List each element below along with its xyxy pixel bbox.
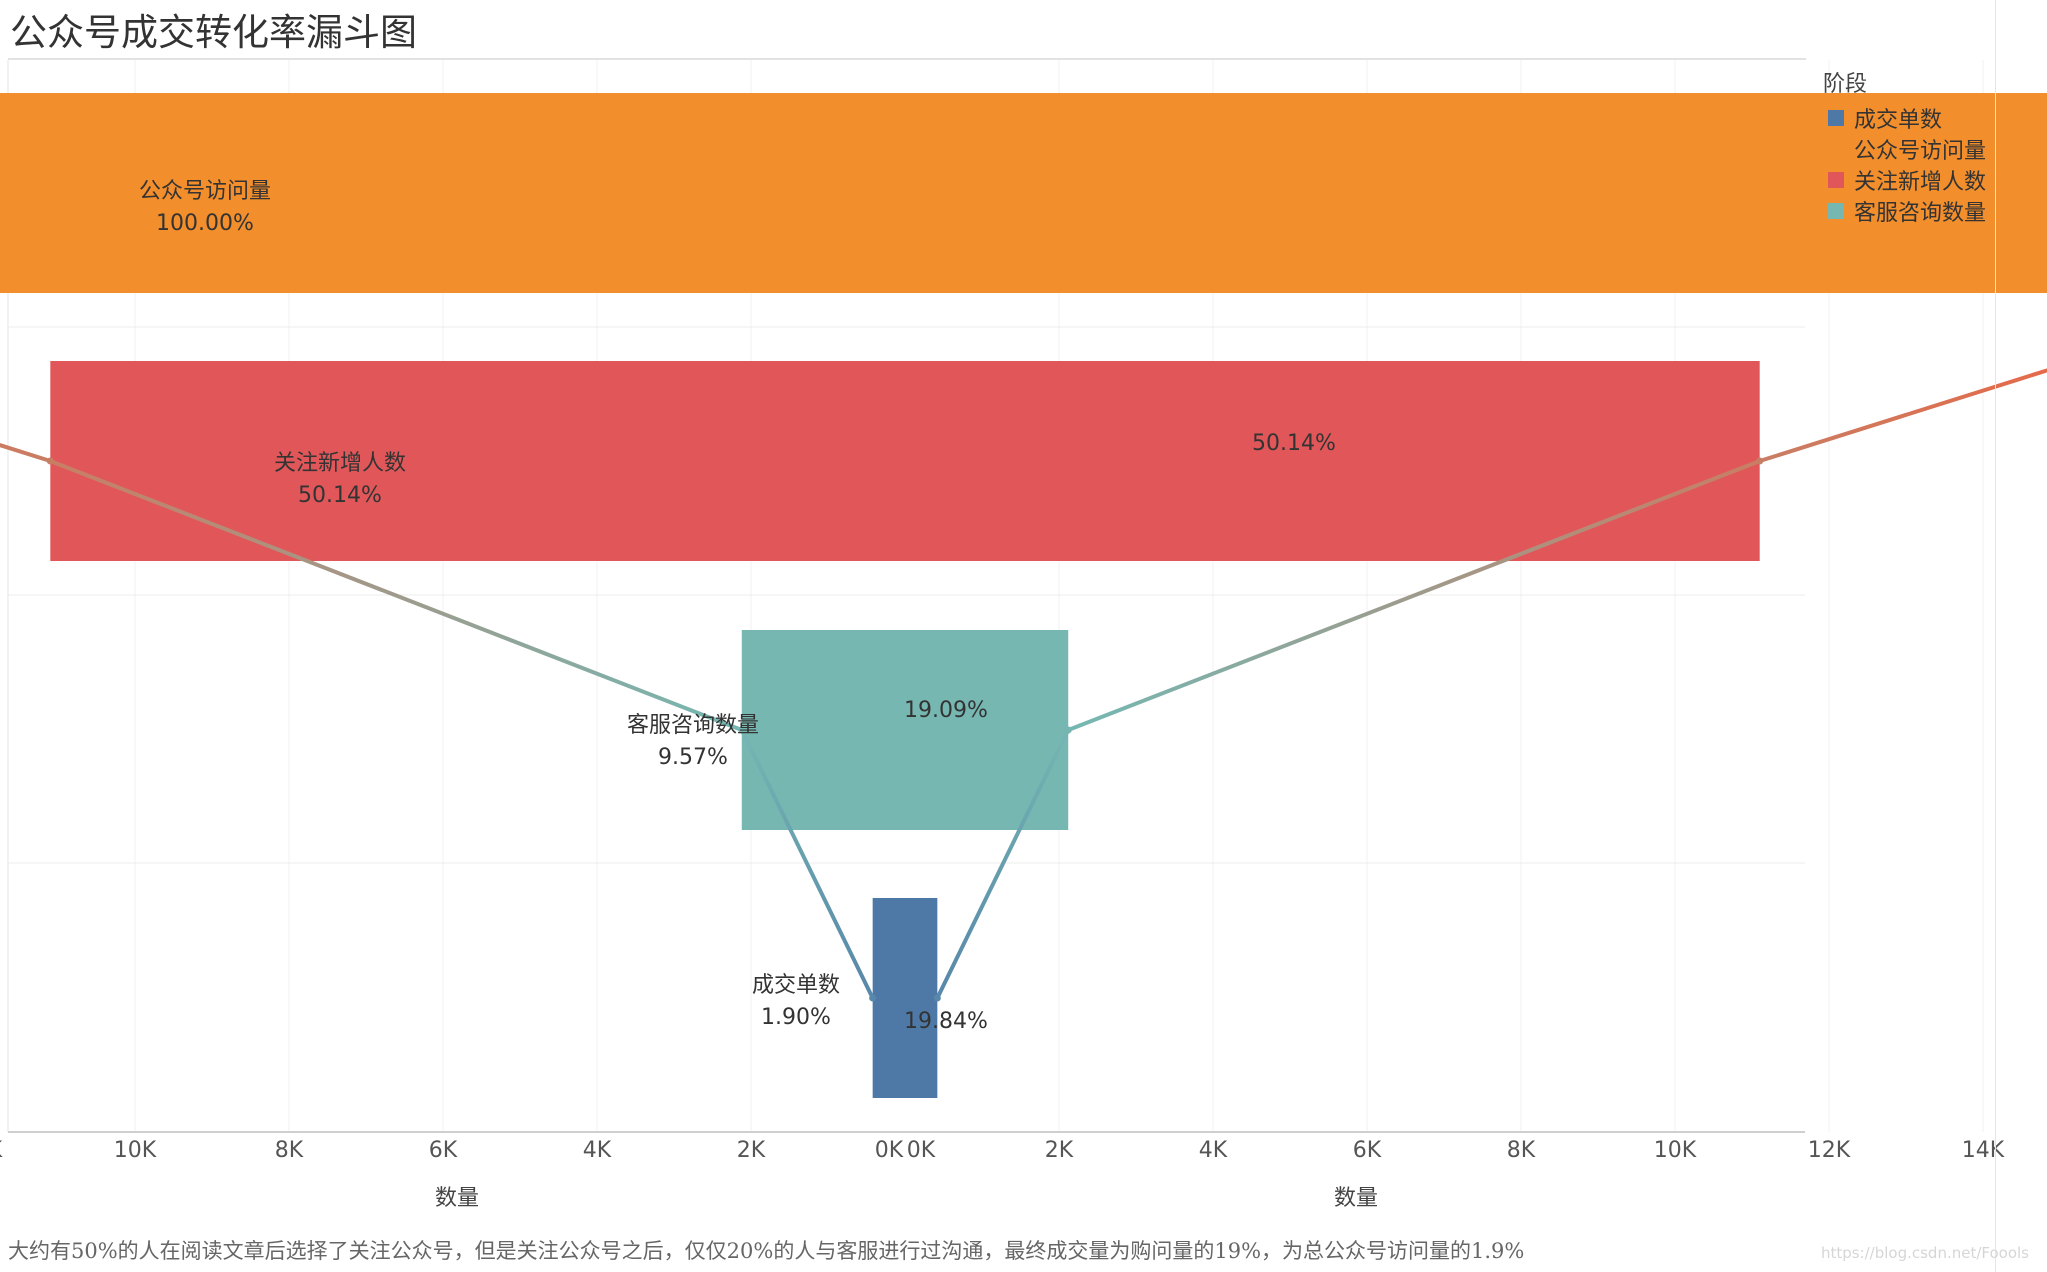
connector-point: [869, 994, 877, 1002]
caption-text: 大约有50%的人在阅读文章后选择了关注公众号，但是关注公众号之后，仅仅20%的人…: [8, 1239, 1525, 1263]
x-tick-label: 14K: [1962, 1138, 2005, 1163]
x-tick-label: 10K: [114, 1138, 157, 1163]
legend-label: 客服咨询数量: [1854, 200, 1987, 226]
legend-swatch: [1828, 109, 1844, 126]
page-title: 公众号成交转化率漏斗图: [10, 11, 417, 54]
x-tick-label: 8K: [1507, 1138, 1536, 1163]
x-tick-label: 0K: [907, 1138, 936, 1163]
x-tick-label: 2K: [737, 1138, 766, 1163]
conversion-rate-label: 19.09%: [904, 698, 988, 723]
connector-point: [1756, 457, 1764, 465]
x-tick-label: 10K: [1654, 1138, 1697, 1163]
legend-swatch: [1828, 202, 1844, 219]
connector-point: [738, 726, 746, 734]
stage-name-label: 客服咨询数量: [627, 713, 759, 738]
legend: 阶段 成交单数 公众号访问量 关注新增人数 客服咨询数量: [1823, 66, 1986, 226]
legend-label: 公众号访问量: [1854, 138, 1987, 164]
funnel-bar: [872, 898, 938, 1098]
legend-item-visits[interactable]: 公众号访问量: [1823, 133, 1986, 164]
legend-item-new-followers[interactable]: 关注新增人数: [1823, 164, 1986, 195]
watermark: https://blog.csdn.net/Foools: [1820, 1244, 2029, 1262]
connector-point: [46, 457, 54, 465]
legend-title: 阶段: [1823, 72, 1868, 97]
funnel-bar: [741, 630, 1069, 830]
connector-layer: [0, 368, 2047, 1002]
x-tick-label: 2K: [1045, 1138, 1074, 1163]
stage-percent-label: 9.57%: [658, 745, 728, 770]
connector-line: [935, 368, 2047, 999]
conversion-rate-label: 50.14%: [1252, 431, 1336, 456]
x-tick-label: 12K: [0, 1138, 3, 1163]
connector-point: [1064, 726, 1072, 734]
x-tick-label: 12K: [1808, 1138, 1851, 1163]
pane-divider: [1995, 0, 1996, 1272]
x-tick-label: 6K: [429, 1138, 458, 1163]
conversion-rate-label: 19.84%: [904, 1009, 988, 1034]
stage-percent-label: 50.14%: [298, 483, 382, 508]
legend-swatch: [1828, 140, 1844, 157]
label-layer: 公众号访问量 100.00% 关注新增人数 50.14% 客服咨询数量 9.57% 成交单数…: [139, 179, 1336, 1034]
x-tick-label: 6K: [1353, 1138, 1382, 1163]
legend-label: 关注新增人数: [1854, 169, 1987, 195]
stage-name-label: 关注新增人数: [274, 451, 406, 476]
bar-layer: [0, 93, 2047, 1098]
legend-swatch: [1828, 171, 1844, 188]
x-axis-title-left: 数量: [435, 1186, 479, 1211]
legend-item-consultations[interactable]: 客服咨询数量: [1823, 195, 1986, 226]
x-tick-label: 8K: [275, 1138, 304, 1163]
legend-label: 成交单数: [1854, 107, 1943, 133]
funnel-bar: [50, 361, 1760, 561]
connector-point: [933, 994, 941, 1002]
stage-percent-label: 1.90%: [761, 1005, 831, 1030]
axis-layer: 22K22K20K20K18K18K16K16K14K14K12K12K10K1…: [0, 1138, 2005, 1211]
legend-item-deals[interactable]: 成交单数: [1823, 102, 1986, 133]
x-tick-label: 4K: [583, 1138, 612, 1163]
stage-percent-label: 100.00%: [156, 211, 254, 236]
stage-name-label: 公众号访问量: [139, 179, 271, 204]
stage-name-label: 成交单数: [752, 973, 840, 998]
funnel-bar: [0, 93, 2047, 293]
x-tick-label: 4K: [1199, 1138, 1228, 1163]
title-divider: [8, 58, 1806, 60]
x-axis-title-right: 数量: [1334, 1186, 1378, 1211]
connector-line: [0, 443, 875, 999]
x-tick-label: 0K: [875, 1138, 904, 1163]
